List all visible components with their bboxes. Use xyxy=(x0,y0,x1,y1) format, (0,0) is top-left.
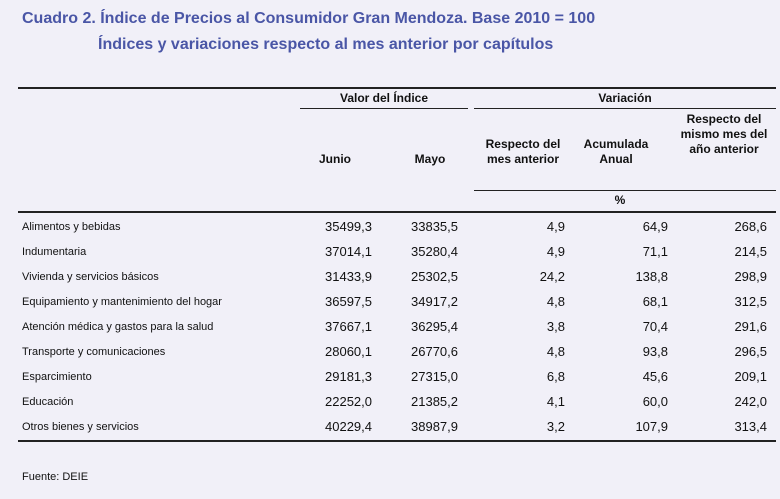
cell-value: 60,0 xyxy=(642,394,668,409)
rule xyxy=(300,108,468,109)
rule xyxy=(18,211,776,213)
cell-value: 45,6 xyxy=(642,369,668,384)
cell-value: 35499,3 xyxy=(325,219,372,234)
cell-value: 107,9 xyxy=(635,419,668,434)
cell-value: 24,2 xyxy=(539,269,565,284)
cell-value: 214,5 xyxy=(734,244,767,259)
source-note: Fuente: DEIE xyxy=(22,471,89,483)
cell-value: 33835,5 xyxy=(411,219,458,234)
cell-value: 37014,1 xyxy=(325,244,372,259)
row-label: Alimentos y bebidas xyxy=(22,221,121,233)
cell-value: 6,8 xyxy=(546,369,565,384)
cell-value: 4,9 xyxy=(546,219,565,234)
cell-value: 70,4 xyxy=(642,319,668,334)
cell-value: 209,1 xyxy=(734,369,767,384)
cell-value: 38987,9 xyxy=(411,419,458,434)
subtitle: Índices y variaciones respecto al mes an… xyxy=(98,36,554,53)
cell-value: 25302,5 xyxy=(411,269,458,284)
cell-value: 36597,5 xyxy=(325,294,372,309)
rule xyxy=(18,440,776,442)
cell-value: 312,5 xyxy=(734,294,767,309)
cell-value: 28060,1 xyxy=(325,344,372,359)
column-header: Respecto del mismo mes del año anterior xyxy=(680,112,768,156)
cell-value: 27315,0 xyxy=(411,369,458,384)
row-label: Indumentaria xyxy=(22,246,87,258)
cell-value: 268,6 xyxy=(734,219,767,234)
cell-value: 296,5 xyxy=(734,344,767,359)
row-label: Vivienda y servicios básicos xyxy=(22,271,159,283)
cell-value: 26770,6 xyxy=(411,344,458,359)
title: Cuadro 2. Índice de Precios al Consumido… xyxy=(22,10,596,27)
cell-value: 22252,0 xyxy=(325,394,372,409)
cell-value: 4,8 xyxy=(546,344,565,359)
cell-value: 40229,4 xyxy=(325,419,372,434)
column-header: Mayo xyxy=(414,152,446,166)
cell-value: 4,8 xyxy=(546,294,565,309)
cell-value: 138,8 xyxy=(635,269,668,284)
cell-value: 291,6 xyxy=(734,319,767,334)
cell-value: 4,9 xyxy=(546,244,565,259)
cell-value: 29181,3 xyxy=(325,369,372,384)
rule xyxy=(474,190,776,191)
cell-value: 37667,1 xyxy=(325,319,372,334)
row-label: Atención médica y gastos para la salud xyxy=(22,321,214,333)
row-label: Esparcimiento xyxy=(22,371,92,383)
cell-value: 93,8 xyxy=(642,344,668,359)
cell-value: 3,2 xyxy=(546,419,565,434)
group-header: Valor del Índice xyxy=(339,91,429,105)
row-label: Transporte y comunicaciones xyxy=(22,346,166,358)
column-header: Respecto del mes anterior xyxy=(485,137,561,166)
unit-label: % xyxy=(614,193,626,207)
row-label: Educación xyxy=(22,396,74,408)
cell-value: 35280,4 xyxy=(411,244,458,259)
cell-value: 71,1 xyxy=(642,244,668,259)
cell-value: 21385,2 xyxy=(411,394,458,409)
cell-value: 242,0 xyxy=(734,394,767,409)
rule xyxy=(18,87,776,89)
row-label: Otros bienes y servicios xyxy=(22,421,139,433)
column-header: Acumulada Anual xyxy=(583,137,649,166)
cell-value: 4,1 xyxy=(546,394,565,409)
row-label: Equipamiento y mantenimiento del hogar xyxy=(22,296,222,308)
cell-value: 34917,2 xyxy=(411,294,458,309)
cell-value: 68,1 xyxy=(642,294,668,309)
cell-value: 64,9 xyxy=(642,219,668,234)
cell-value: 36295,4 xyxy=(411,319,458,334)
rule xyxy=(474,108,776,109)
group-header: Variación xyxy=(598,91,652,105)
cell-value: 31433,9 xyxy=(325,269,372,284)
column-header: Junio xyxy=(319,152,351,166)
cell-value: 298,9 xyxy=(734,269,767,284)
cell-value: 313,4 xyxy=(734,419,767,434)
cell-value: 3,8 xyxy=(546,319,565,334)
